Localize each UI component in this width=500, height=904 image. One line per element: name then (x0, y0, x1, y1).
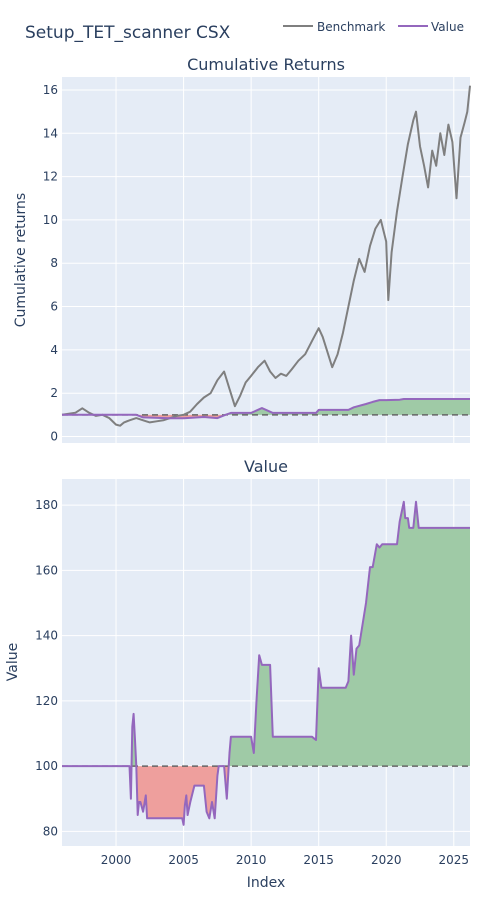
y-tick-label: 120 (35, 694, 58, 708)
y-tick-label: 4 (50, 343, 58, 357)
x-tick-label: 2020 (371, 853, 402, 867)
y-tick-label: 140 (35, 629, 58, 643)
y-tick-label: 80 (43, 824, 58, 838)
x-tick-label: 2010 (236, 853, 267, 867)
bottom-y-tick-labels: 80 100 120 140 160 180 (35, 498, 58, 838)
bottom-value-fill (62, 501, 470, 825)
y-tick-label: 0 (50, 430, 58, 444)
gain-area (62, 399, 470, 415)
x-tick-label: 2015 (303, 853, 334, 867)
loss-area (129, 766, 229, 825)
top-y-axis-title: Cumulative returns (13, 193, 29, 327)
top-y-tick-labels: 0 2 4 6 8 10 12 14 16 (43, 83, 58, 444)
top-series-lines (61, 85, 471, 427)
y-tick-label: 16 (43, 83, 58, 97)
bottom-y-axis-title: Value (5, 643, 21, 681)
bottom-subplot-title: Value (244, 457, 288, 476)
legend: Benchmark Value (283, 20, 464, 34)
y-tick-label: 8 (50, 256, 58, 270)
gain-area (62, 501, 470, 767)
legend-label-benchmark: Benchmark (317, 20, 385, 34)
series-line-value (62, 500, 470, 826)
y-tick-label: 100 (35, 759, 58, 773)
y-tick-label: 14 (43, 126, 58, 140)
y-tick-label: 2 (50, 386, 58, 400)
top-gridlines (62, 77, 470, 443)
y-tick-label: 10 (43, 213, 58, 227)
x-tick-labels: 2000 2005 2010 2015 2020 2025 (101, 853, 469, 867)
x-tick-label: 2000 (101, 853, 132, 867)
legend-label-value: Value (431, 20, 464, 34)
cumulative-returns-panel: Cumulative Returns 0 2 4 6 8 10 12 14 16 Cumulat… (13, 55, 471, 444)
y-tick-label: 160 (35, 563, 58, 577)
x-tick-label: 2005 (168, 853, 199, 867)
chart-title: Setup_TET_scanner CSX (25, 23, 231, 43)
series-line-benchmark (61, 85, 471, 427)
x-tick-label: 2025 (439, 853, 470, 867)
y-tick-label: 180 (35, 498, 58, 512)
top-subplot-title: Cumulative Returns (187, 55, 345, 74)
y-tick-label: 12 (43, 170, 58, 184)
y-tick-label: 6 (50, 300, 58, 314)
bottom-series-lines (62, 500, 470, 826)
x-axis-title: Index (247, 875, 286, 891)
series-line-value (62, 398, 470, 420)
value-panel: Value 80 100 120 140 160 180 2000 2005 2010 2015… (5, 457, 470, 891)
top-plot-area (62, 77, 470, 443)
